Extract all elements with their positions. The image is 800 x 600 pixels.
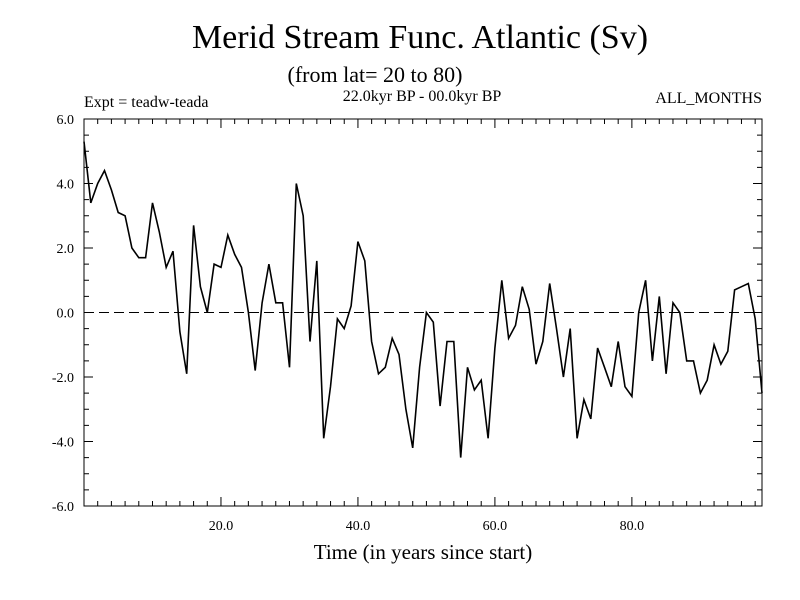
plot-area: -6.0 -4.0 -2.0 0.0 2.0 4.0 6.0 20.0 40.0 60.0 80.0: [52, 113, 763, 534]
x-tick-label: 60.0: [483, 519, 508, 534]
period-label: 22.0kyr BP - 00.0kyr BP: [343, 88, 502, 105]
y-tick-label: -2.0: [52, 371, 74, 386]
x-axis-label: Time (in years since start): [314, 540, 533, 564]
chart-subtitle: (from lat= 20 to 80): [288, 62, 463, 87]
series-line: [83, 141, 763, 458]
x-tick-label: 20.0: [209, 519, 234, 534]
y-tick-label: 2.0: [57, 242, 75, 257]
season-label: ALL_MONTHS: [655, 90, 762, 107]
y-tick-label: -6.0: [52, 500, 74, 515]
y-tick-label: -4.0: [52, 436, 74, 451]
y-tick-label: 0.0: [57, 307, 75, 322]
x-tick-label: 40.0: [346, 519, 371, 534]
y-tick-label: 6.0: [57, 113, 75, 128]
experiment-label: Expt = teadw-teada: [84, 94, 209, 111]
chart-title: Merid Stream Func. Atlantic (Sv): [192, 19, 648, 56]
x-tick-label: 80.0: [620, 519, 645, 534]
y-tick-label: 4.0: [57, 178, 75, 193]
